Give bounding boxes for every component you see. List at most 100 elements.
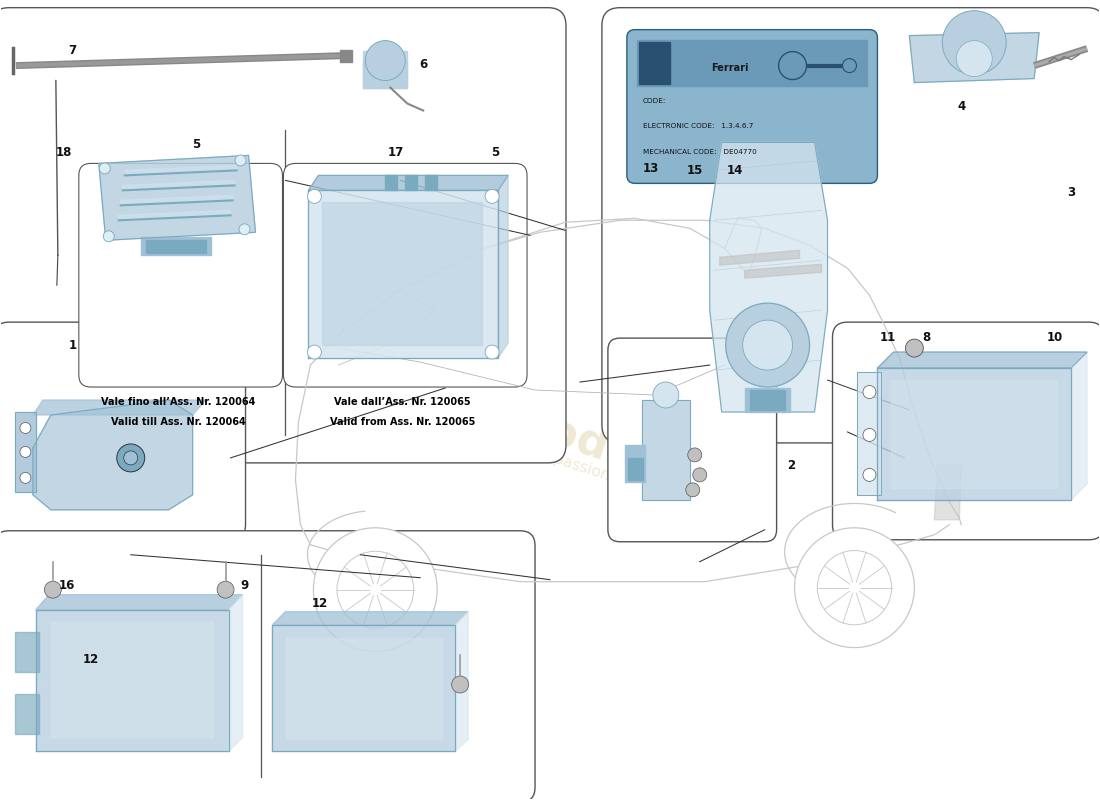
Circle shape (239, 224, 250, 234)
Text: 12: 12 (311, 597, 328, 610)
Text: a passion for parts since 1985: a passion for parts since 1985 (538, 447, 762, 533)
Polygon shape (934, 465, 961, 520)
Text: 7: 7 (68, 44, 76, 57)
Text: 10: 10 (1047, 331, 1064, 344)
Text: 4: 4 (958, 100, 966, 113)
FancyBboxPatch shape (602, 8, 1100, 443)
Circle shape (307, 190, 321, 203)
Polygon shape (363, 61, 407, 87)
Polygon shape (625, 445, 645, 482)
Circle shape (103, 230, 114, 242)
Circle shape (235, 155, 246, 166)
Polygon shape (455, 612, 469, 751)
Polygon shape (322, 202, 482, 345)
Circle shape (485, 190, 499, 203)
Text: 1: 1 (68, 339, 76, 352)
Text: 5: 5 (491, 146, 499, 159)
Polygon shape (628, 458, 642, 480)
Circle shape (99, 163, 110, 174)
FancyBboxPatch shape (0, 530, 535, 800)
Circle shape (864, 386, 876, 398)
Polygon shape (119, 210, 231, 220)
Text: 2: 2 (788, 459, 795, 472)
Text: 18: 18 (55, 146, 72, 159)
FancyBboxPatch shape (284, 163, 527, 387)
Polygon shape (123, 180, 234, 190)
Polygon shape (363, 50, 407, 87)
Polygon shape (639, 42, 670, 83)
Circle shape (44, 581, 62, 598)
Circle shape (956, 41, 992, 77)
Polygon shape (286, 638, 442, 739)
Text: 11: 11 (880, 331, 896, 344)
Circle shape (742, 320, 793, 370)
Circle shape (20, 422, 31, 434)
Polygon shape (745, 388, 790, 412)
Polygon shape (710, 142, 827, 412)
Polygon shape (878, 352, 1087, 368)
Circle shape (905, 339, 923, 357)
Text: 13: 13 (642, 162, 659, 175)
Circle shape (117, 444, 145, 472)
Circle shape (779, 52, 806, 79)
Polygon shape (750, 390, 784, 410)
Polygon shape (858, 372, 881, 495)
Circle shape (485, 345, 499, 359)
Text: 6: 6 (419, 58, 428, 71)
Polygon shape (33, 400, 192, 510)
Text: 17: 17 (388, 146, 405, 159)
Circle shape (314, 528, 437, 651)
Polygon shape (308, 190, 498, 358)
Polygon shape (15, 631, 39, 671)
Polygon shape (878, 368, 1071, 500)
Polygon shape (121, 195, 232, 206)
Polygon shape (745, 264, 822, 278)
Circle shape (685, 483, 700, 497)
Text: 15: 15 (686, 164, 703, 178)
Polygon shape (498, 175, 508, 358)
Circle shape (843, 58, 857, 73)
Circle shape (864, 429, 876, 442)
Circle shape (20, 446, 31, 458)
Circle shape (452, 676, 469, 693)
Text: MECHANICAL CODE:   DE04770: MECHANICAL CODE: DE04770 (642, 150, 757, 155)
Circle shape (123, 451, 138, 465)
Circle shape (688, 448, 702, 462)
Polygon shape (910, 33, 1040, 82)
Polygon shape (273, 625, 455, 751)
Polygon shape (145, 240, 206, 254)
Text: 14: 14 (726, 164, 742, 178)
FancyBboxPatch shape (0, 322, 245, 540)
Circle shape (864, 468, 876, 482)
Polygon shape (719, 250, 800, 266)
FancyBboxPatch shape (79, 163, 283, 387)
Polygon shape (340, 50, 352, 62)
Circle shape (726, 303, 810, 387)
Text: 5: 5 (192, 138, 200, 151)
Circle shape (794, 528, 914, 647)
Polygon shape (405, 175, 417, 190)
Polygon shape (1071, 352, 1087, 500)
Polygon shape (229, 594, 242, 751)
Polygon shape (426, 175, 437, 190)
Polygon shape (36, 594, 242, 610)
Text: Valid till Ass. Nr. 120064: Valid till Ass. Nr. 120064 (111, 417, 246, 427)
Polygon shape (308, 175, 508, 190)
Text: ELECTRONIC CODE:   1.3.4.6.7: ELECTRONIC CODE: 1.3.4.6.7 (642, 123, 754, 130)
Circle shape (943, 10, 1006, 74)
Circle shape (817, 550, 892, 625)
FancyBboxPatch shape (0, 8, 566, 463)
FancyBboxPatch shape (833, 322, 1100, 540)
Polygon shape (385, 175, 397, 190)
Circle shape (307, 345, 321, 359)
Polygon shape (124, 166, 236, 175)
Text: 3: 3 (1067, 186, 1076, 199)
Circle shape (652, 382, 679, 408)
Polygon shape (33, 400, 206, 415)
Polygon shape (51, 622, 212, 738)
Text: Vale dall’Ass. Nr. 120065: Vale dall’Ass. Nr. 120065 (334, 397, 471, 407)
Text: 12: 12 (82, 653, 99, 666)
Polygon shape (273, 612, 469, 625)
Circle shape (337, 551, 414, 628)
Text: Vale fino all’Ass. Nr. 120064: Vale fino all’Ass. Nr. 120064 (101, 397, 256, 407)
